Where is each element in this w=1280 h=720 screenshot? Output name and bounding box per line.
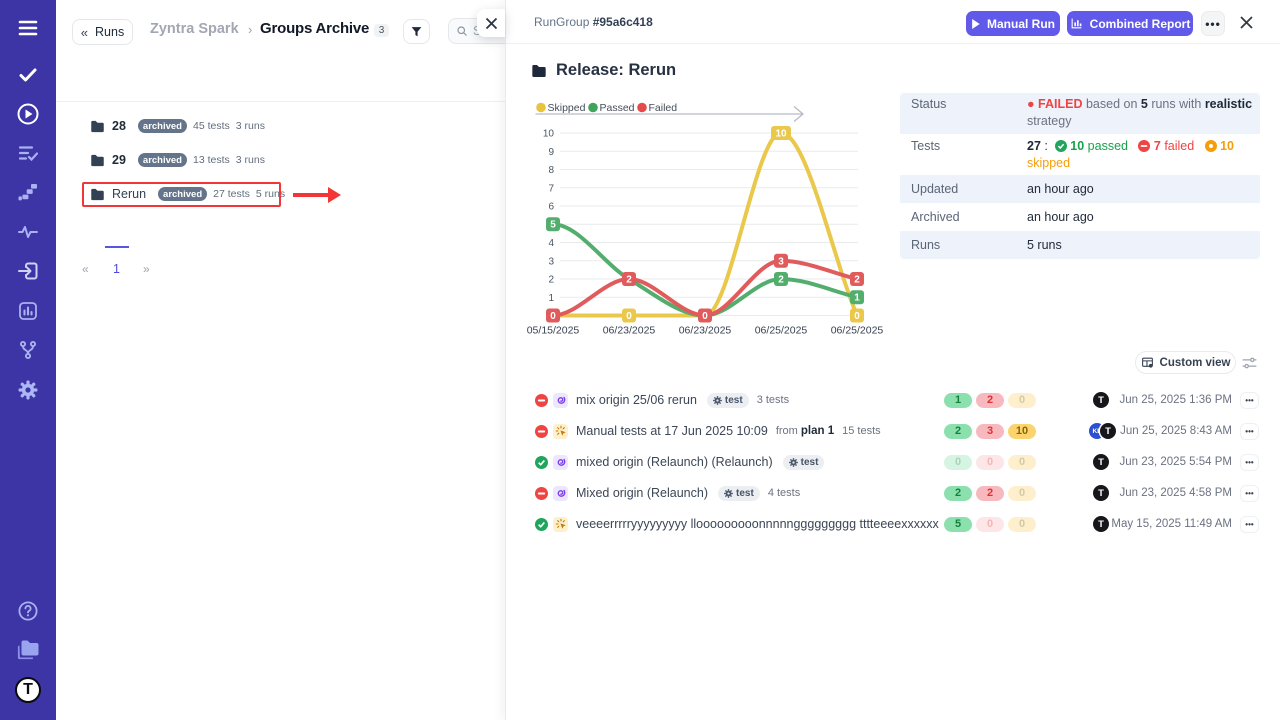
svg-text:06/23/2025: 06/23/2025 <box>679 325 732 337</box>
svg-text:8: 8 <box>548 165 554 176</box>
svg-text:7: 7 <box>548 183 554 194</box>
svg-text:05/15/2025: 05/15/2025 <box>527 325 580 337</box>
svg-text:9: 9 <box>548 147 554 158</box>
svg-text:3: 3 <box>778 256 784 267</box>
svg-text:06/23/2025: 06/23/2025 <box>603 325 656 337</box>
svg-text:2: 2 <box>854 275 860 286</box>
svg-text:0: 0 <box>702 311 708 322</box>
svg-text:0: 0 <box>626 311 632 322</box>
svg-text:2: 2 <box>626 275 632 286</box>
svg-text:6: 6 <box>548 202 554 213</box>
svg-text:06/25/2025: 06/25/2025 <box>831 325 884 337</box>
svg-text:1: 1 <box>548 293 554 304</box>
svg-text:0: 0 <box>854 311 860 322</box>
svg-text:Passed: Passed <box>600 102 635 114</box>
svg-text:3: 3 <box>548 256 554 267</box>
svg-text:2: 2 <box>548 275 554 286</box>
svg-text:Skipped: Skipped <box>548 102 586 114</box>
svg-text:Failed: Failed <box>649 102 678 114</box>
svg-text:5: 5 <box>550 220 556 231</box>
svg-text:2: 2 <box>778 275 784 286</box>
svg-text:10: 10 <box>543 129 555 140</box>
svg-text:1: 1 <box>854 293 860 304</box>
svg-text:0: 0 <box>550 311 556 322</box>
svg-text:10: 10 <box>775 129 787 140</box>
svg-text:06/25/2025: 06/25/2025 <box>755 325 808 337</box>
svg-text:4: 4 <box>548 238 554 249</box>
